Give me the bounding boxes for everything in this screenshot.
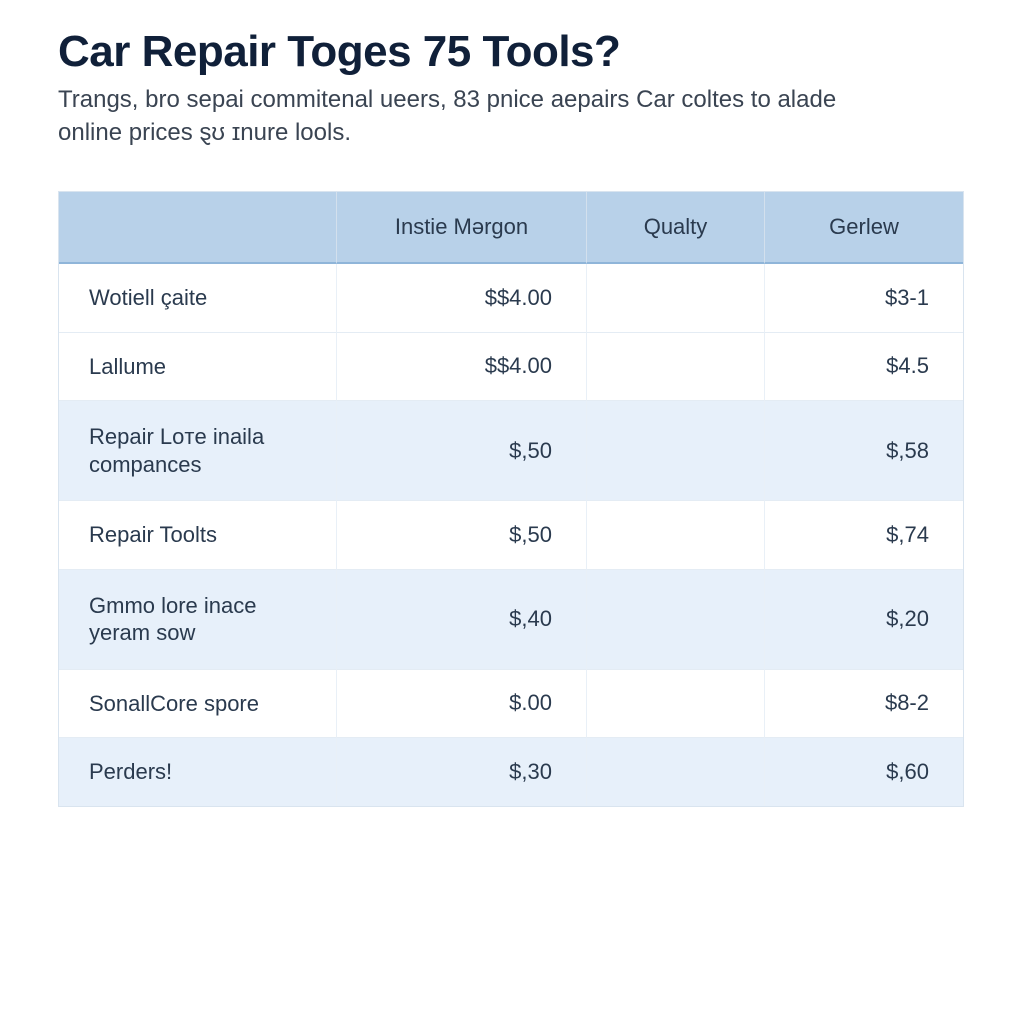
cell: $4.5 [765,333,963,402]
cell [587,401,765,501]
cell: $,20 [765,570,963,670]
page-title: Car Repair Toges 75 Tools? [58,28,974,76]
table-row: SonallCore spore$.00 $8-2 [59,670,963,739]
cell: $,50 [337,501,587,570]
table-row: Repair Loтe inaila compances$,50 $,58 [59,401,963,501]
table-row: Perders!$,30 $,60 [59,738,963,806]
price-table: Instie Mərgon Qualty Gerlew Wotiell çait… [58,191,964,807]
cell: $,58 [765,401,963,501]
row-label: Perders! [59,738,337,806]
col-header-qualty: Qualty [587,192,765,264]
page-subtitle: Trangs, bro sepai commitenal ueers, 83 p… [58,84,878,149]
table-row: Repair Toolts$,50 $,74 [59,501,963,570]
col-header-blank [59,192,337,264]
cell: $,60 [765,738,963,806]
cell: $$4.00 [337,333,587,402]
cell: $,74 [765,501,963,570]
row-label: Wotiell çaite [59,264,337,333]
table-body: Wotiell çaite$$4.00 $3-1 Lallume$$4.00 $4.5… [59,264,963,806]
cell: $,50 [337,401,587,501]
cell: $$4.00 [337,264,587,333]
cell [587,738,765,806]
cell: $,30 [337,738,587,806]
table-row: Wotiell çaite$$4.00 $3-1 [59,264,963,333]
cell [587,501,765,570]
cell [587,333,765,402]
cell: $8-2 [765,670,963,739]
table-row: Lallume$$4.00 $4.5 [59,333,963,402]
cell [587,570,765,670]
cell: $3-1 [765,264,963,333]
cell [587,264,765,333]
cell: $.00 [337,670,587,739]
col-header-gerlew: Gerlew [765,192,963,264]
row-label: Lallume [59,333,337,402]
row-label: Gmmo lore inace yeram sow [59,570,337,670]
cell [587,670,765,739]
col-header-instie-margon: Instie Mərgon [337,192,587,264]
row-label: Repair Toolts [59,501,337,570]
table-row: Gmmo lore inace yeram sow$,40 $,20 [59,570,963,670]
cell: $,40 [337,570,587,670]
table-header-row: Instie Mərgon Qualty Gerlew [59,192,963,264]
row-label: SonallCore spore [59,670,337,739]
row-label: Repair Loтe inaila compances [59,401,337,501]
